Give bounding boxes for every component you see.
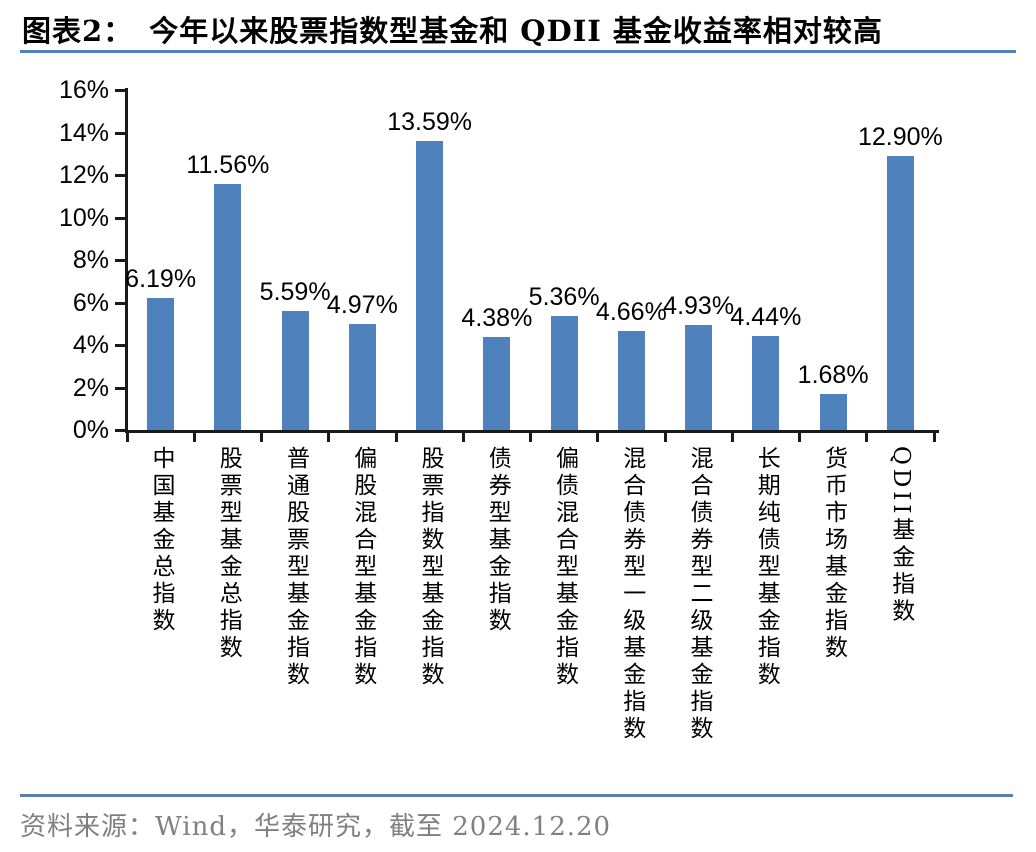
y-axis-tick-label: 0% xyxy=(72,416,109,444)
bar xyxy=(685,325,713,430)
x-axis-tick xyxy=(192,430,196,442)
x-axis-tick xyxy=(327,430,331,442)
page-title: 图表2： 今年以来股票指数型基金和 QDII 基金收益率相对较高 xyxy=(22,8,883,50)
bar xyxy=(214,184,242,430)
bar-value-label: 4.38% xyxy=(461,303,533,332)
y-axis-tick-label: 10% xyxy=(58,203,109,232)
category-label: 偏债混合型基金指数 xyxy=(551,446,578,689)
x-axis-tick xyxy=(125,430,129,442)
bar-value-label: 4.93% xyxy=(663,292,735,321)
figure-label: 图表2： xyxy=(22,14,134,48)
x-axis-tick xyxy=(260,430,263,442)
category-label: 中国基金总指数 xyxy=(148,446,174,635)
category-label: QDII基金指数 xyxy=(887,446,914,626)
bar-value-label: 4.44% xyxy=(730,302,802,331)
bar-value-label: 5.36% xyxy=(528,283,600,312)
bar xyxy=(147,298,175,430)
y-axis-tick xyxy=(115,131,125,135)
footer-divider xyxy=(20,794,1013,797)
y-axis-tick xyxy=(115,344,125,347)
bar-value-label: 4.66% xyxy=(595,297,667,326)
bar xyxy=(348,324,376,430)
y-axis-tick-label: 12% xyxy=(58,161,109,189)
category-label: 长期纯债型基金指数 xyxy=(753,446,780,689)
bar-value-label: 4.97% xyxy=(326,291,398,320)
y-axis-tick xyxy=(115,429,125,432)
category-label: 混合债券型一级基金指数 xyxy=(618,446,645,743)
bar xyxy=(483,336,511,430)
bar xyxy=(886,155,914,430)
x-axis-tick xyxy=(663,430,667,442)
category-label: 混合债券型二级基金指数 xyxy=(686,446,712,743)
x-axis-tick xyxy=(730,430,734,442)
category-label: 偏股混合型基金指数 xyxy=(349,446,376,689)
title-divider xyxy=(20,50,1016,53)
x-axis-tick xyxy=(865,430,869,442)
bar-value-label: 12.90% xyxy=(857,122,943,151)
bar xyxy=(550,316,578,430)
y-axis-tick-label: 6% xyxy=(72,288,109,317)
category-label: 债券型基金指数 xyxy=(484,446,511,635)
x-axis-tick xyxy=(529,430,532,442)
y-axis-tick-label: 14% xyxy=(58,118,109,147)
bar-value-label: 13.59% xyxy=(387,108,473,137)
y-axis-line xyxy=(125,88,128,433)
category-label: 普通股票型基金指数 xyxy=(282,446,309,689)
category-label: 货币市场基金指数 xyxy=(820,446,847,662)
bar xyxy=(752,335,780,430)
bar-value-label: 6.19% xyxy=(125,265,197,294)
category-label: 股票指数型基金指数 xyxy=(417,446,443,689)
y-axis-tick-label: 4% xyxy=(72,331,109,359)
y-axis-tick xyxy=(115,174,125,177)
y-axis-tick-label: 8% xyxy=(72,246,109,274)
source-note: 资料来源：Wind，华泰研究，截至 2024.12.20 xyxy=(20,812,612,842)
x-axis-tick xyxy=(461,430,465,442)
x-axis-tick xyxy=(798,430,801,442)
y-axis-tick xyxy=(115,301,125,305)
category-label: 股票型基金总指数 xyxy=(215,446,242,662)
y-axis-tick xyxy=(115,89,125,92)
x-axis-tick xyxy=(394,430,398,442)
x-axis-tick xyxy=(932,430,936,442)
y-axis-tick-label: 2% xyxy=(72,373,109,402)
y-axis-tick xyxy=(115,259,125,262)
bar xyxy=(281,311,309,430)
bar-value-label: 1.68% xyxy=(797,361,869,390)
bar-value-label: 5.59% xyxy=(259,278,331,307)
bar xyxy=(617,330,645,430)
bar xyxy=(416,141,444,430)
x-axis-tick xyxy=(596,430,600,442)
bar xyxy=(819,394,847,430)
x-axis-line xyxy=(125,430,939,433)
bar-value-label: 11.56% xyxy=(186,151,270,180)
y-axis-tick xyxy=(115,216,125,220)
y-axis-tick-label: 16% xyxy=(58,76,109,104)
y-axis-tick xyxy=(115,386,125,390)
figure-title: 今年以来股票指数型基金和 QDII 基金收益率相对较高 xyxy=(149,14,883,48)
